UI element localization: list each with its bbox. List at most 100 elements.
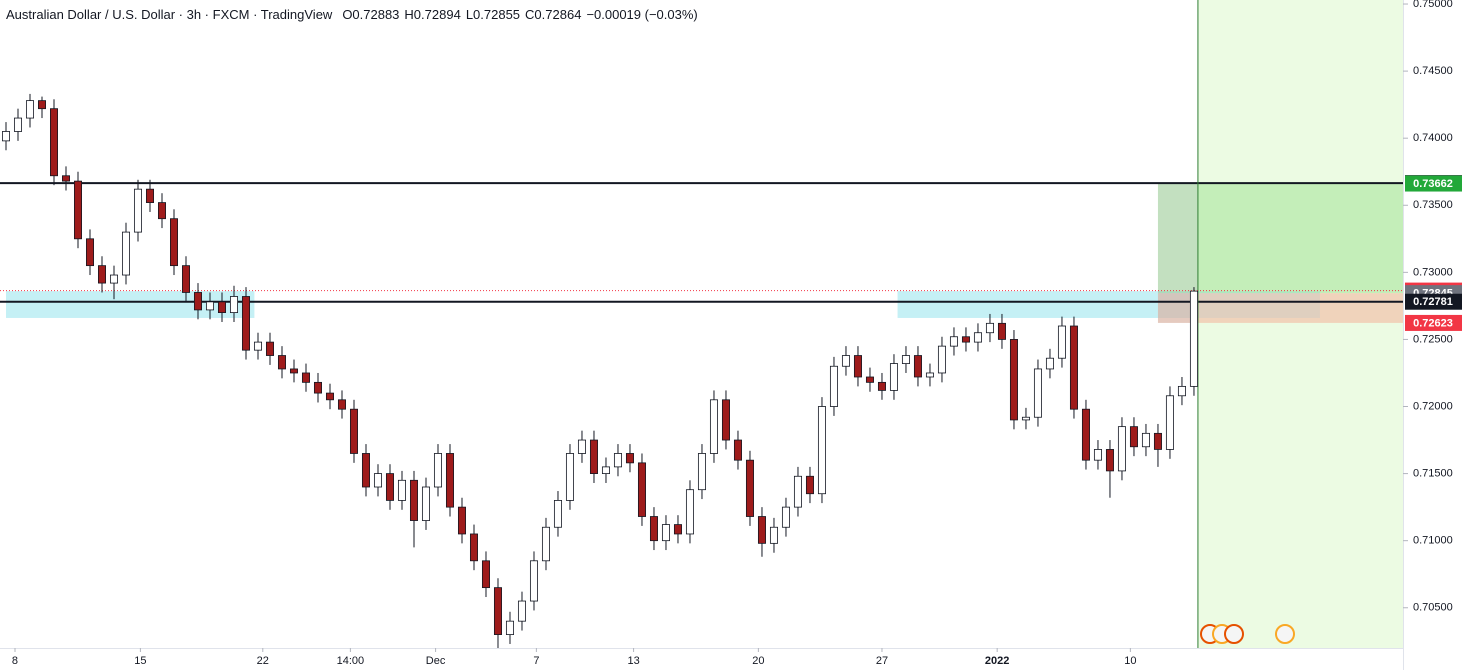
candle-body xyxy=(253,341,262,351)
candle-body xyxy=(1021,416,1030,421)
candle-body xyxy=(85,238,94,267)
candle-body xyxy=(901,355,910,364)
candle-body xyxy=(373,473,382,488)
candle-body xyxy=(697,453,706,491)
symbol-title: Australian Dollar / U.S. Dollar · 3h · F… xyxy=(6,7,333,22)
candle-body xyxy=(361,453,370,488)
y-tick-label: 0.71000 xyxy=(1413,535,1453,547)
candle-body xyxy=(757,516,766,544)
candle-body xyxy=(1141,432,1150,448)
candle-body xyxy=(1033,368,1042,418)
candle-body xyxy=(805,475,814,495)
candle-body xyxy=(61,175,70,182)
candle-body xyxy=(49,108,58,177)
candle-body xyxy=(169,218,178,267)
candle-body xyxy=(601,466,610,474)
x-tick-label: 10 xyxy=(1124,655,1136,667)
candle-body xyxy=(661,524,670,542)
candle-body xyxy=(97,265,106,284)
event-icon[interactable] xyxy=(1275,624,1295,644)
y-tick-label: 0.74500 xyxy=(1413,65,1453,77)
candle-body xyxy=(73,180,82,240)
x-tick-label: 15 xyxy=(134,655,146,667)
candle-body xyxy=(649,516,658,542)
candle-body xyxy=(589,439,598,474)
price-tag xyxy=(1405,293,1462,310)
price-tag-label: 0.72623 xyxy=(1413,317,1453,329)
x-tick-label: 2022 xyxy=(985,655,1009,667)
candle-body xyxy=(865,376,874,383)
candle-body xyxy=(349,408,358,454)
candle-body xyxy=(181,265,190,293)
candle-body xyxy=(25,100,34,119)
candle-body xyxy=(1177,385,1186,397)
ohlc-close: C0.72864 xyxy=(525,7,581,22)
candle-body xyxy=(565,453,574,501)
price-tag-label: 0.72781 xyxy=(1413,296,1453,308)
candle-body xyxy=(1105,449,1114,472)
candle-body xyxy=(769,526,778,544)
candle-body xyxy=(1057,325,1066,359)
candle-body xyxy=(157,202,166,220)
ohlc-change: −0.00019 (−0.03%) xyxy=(586,7,697,22)
header: Australian Dollar / U.S. Dollar · 3h · F… xyxy=(6,7,698,22)
candle-body xyxy=(925,372,934,378)
candle-body xyxy=(793,475,802,508)
candle-body xyxy=(337,399,346,410)
event-icon[interactable] xyxy=(1224,624,1244,644)
candle-body xyxy=(481,560,490,589)
future-area xyxy=(1197,0,1403,648)
plot xyxy=(0,0,1403,648)
x-tick-label: 7 xyxy=(533,655,539,667)
candle-body xyxy=(325,392,334,401)
candle-body xyxy=(913,355,922,378)
y-tick-label: 0.72000 xyxy=(1413,400,1453,412)
candle-body xyxy=(625,453,634,464)
candle-body xyxy=(37,100,46,110)
candle-body xyxy=(733,439,742,461)
candle-body xyxy=(445,453,454,508)
candle-body xyxy=(973,332,982,343)
candle-body xyxy=(421,486,430,521)
candle-body xyxy=(241,296,250,351)
candle-body xyxy=(313,381,322,394)
candle-body xyxy=(145,188,154,203)
candle-body xyxy=(193,292,202,311)
candle-body xyxy=(1069,325,1078,410)
y-tick-label: 0.73500 xyxy=(1413,199,1453,211)
x-tick-label: 8 xyxy=(12,655,18,667)
candle-body xyxy=(637,462,646,517)
candle-body xyxy=(517,600,526,622)
ohlc-open: O0.72883 xyxy=(342,7,399,22)
candle-body xyxy=(1009,339,1018,421)
event-icons[interactable] xyxy=(1200,624,1295,644)
y-tick-label: 0.73000 xyxy=(1413,266,1453,278)
candle-body xyxy=(13,117,22,132)
candle-body xyxy=(781,506,790,528)
candle-body xyxy=(937,345,946,374)
x-tick-label: 27 xyxy=(876,655,888,667)
candle-body xyxy=(685,489,694,535)
y-tick-label: 0.75000 xyxy=(1413,0,1453,10)
candle-body xyxy=(721,399,730,441)
candle-body xyxy=(949,336,958,347)
candle-body xyxy=(577,439,586,454)
candle-body xyxy=(1117,426,1126,472)
candle-body xyxy=(121,231,130,276)
candle-body xyxy=(229,296,238,313)
candle-body xyxy=(265,341,274,356)
price-tag xyxy=(1405,314,1462,331)
candle-body xyxy=(277,355,286,370)
x-tick-label: 22 xyxy=(257,655,269,667)
candle-body xyxy=(829,365,838,407)
candle-body xyxy=(397,479,406,501)
x-tick-label: 20 xyxy=(752,655,764,667)
candle-body xyxy=(457,506,466,535)
candle-body xyxy=(109,274,118,284)
candle-body xyxy=(529,560,538,602)
y-tick-label: 0.70500 xyxy=(1413,602,1453,614)
ohlc-high: H0.72894 xyxy=(404,7,460,22)
candle-body xyxy=(1189,290,1198,387)
